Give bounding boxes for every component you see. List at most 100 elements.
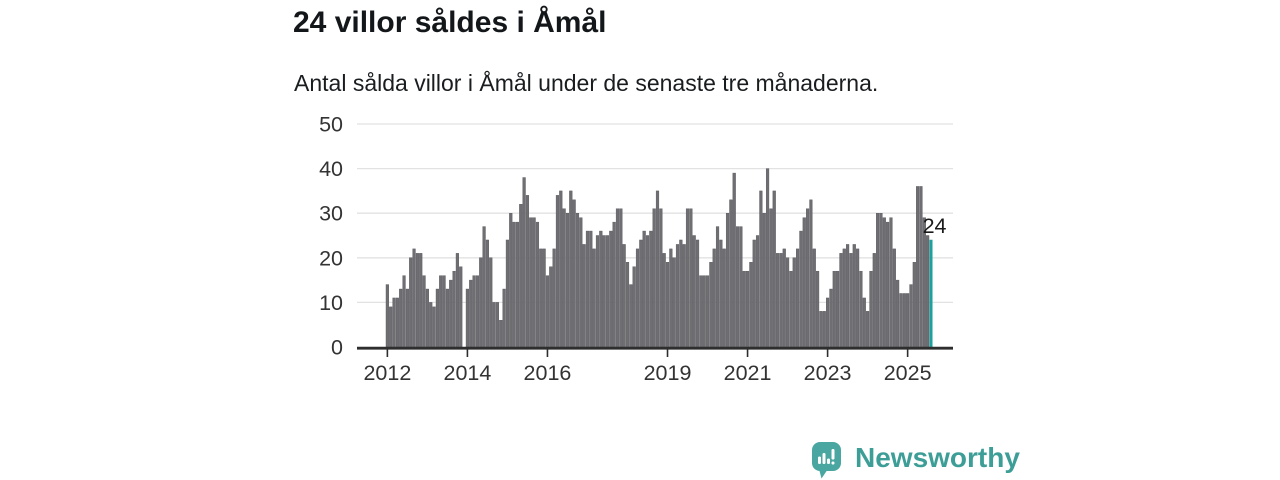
- bar: [472, 275, 476, 348]
- x-tick-label: 2014: [443, 361, 491, 385]
- bar: [782, 248, 786, 348]
- bar: [719, 239, 723, 348]
- bar: [735, 226, 740, 348]
- bar: [415, 253, 419, 348]
- bar: [555, 195, 560, 348]
- bar: [542, 248, 546, 348]
- bar: [699, 275, 703, 348]
- y-tick-label: 10: [319, 291, 343, 315]
- bar: [689, 208, 693, 348]
- newsworthy-logo-icon: [812, 442, 841, 479]
- bar: [739, 226, 743, 348]
- bar: [569, 190, 573, 348]
- bar: [709, 262, 713, 348]
- bar: [572, 199, 576, 348]
- bar: [809, 199, 813, 348]
- bar: [399, 288, 403, 348]
- y-tick-label: 30: [319, 202, 343, 226]
- bar: [562, 208, 566, 348]
- bar: [926, 235, 930, 348]
- bar: [799, 230, 803, 348]
- bar: [465, 288, 469, 348]
- bar: [839, 253, 843, 348]
- bar: [485, 239, 489, 348]
- bar: [886, 221, 890, 348]
- bar: [499, 320, 503, 348]
- bar: [429, 302, 433, 348]
- bar: [846, 244, 850, 348]
- bar: [869, 270, 873, 348]
- bar: [829, 288, 833, 348]
- bar: [632, 266, 636, 348]
- bar: [532, 217, 536, 348]
- bar: [512, 221, 516, 348]
- bar: [552, 248, 556, 348]
- bar: [762, 212, 766, 348]
- x-tick-label: 2016: [524, 361, 572, 385]
- bar: [812, 248, 816, 348]
- x-tick-label: 2012: [363, 361, 411, 385]
- bar: [525, 195, 530, 348]
- bar: [455, 253, 459, 348]
- y-tick-label: 50: [319, 113, 343, 137]
- bar: [732, 172, 736, 348]
- bar: [722, 248, 726, 348]
- bar: [822, 311, 826, 348]
- bar: [786, 257, 790, 348]
- bar: [896, 279, 900, 348]
- bar: [682, 244, 686, 348]
- bar: [769, 208, 773, 348]
- bar: [605, 235, 610, 348]
- bar: [449, 279, 453, 348]
- bar: [565, 212, 570, 348]
- bar: [842, 248, 846, 348]
- bar: [475, 275, 479, 348]
- y-tick-label: 0: [331, 336, 343, 360]
- bar: [702, 275, 706, 348]
- bar: [579, 217, 583, 348]
- bar: [712, 248, 716, 348]
- bar: [695, 239, 700, 348]
- bar: [492, 302, 496, 348]
- bar: [589, 230, 593, 348]
- bar: [836, 270, 840, 348]
- bar: [439, 275, 443, 348]
- bar: [652, 208, 656, 348]
- bar: [559, 190, 563, 348]
- bar: [779, 253, 783, 348]
- bar: [859, 270, 863, 348]
- bar: [582, 244, 586, 348]
- y-tick-label: 20: [319, 246, 343, 270]
- bar: [402, 275, 406, 348]
- bar: [679, 239, 683, 348]
- bar: [876, 212, 880, 348]
- bar: [759, 190, 763, 348]
- bar: [549, 266, 553, 348]
- bar: [879, 212, 883, 348]
- x-tick-label: 2023: [804, 361, 852, 385]
- bar: [602, 235, 606, 348]
- bar: [452, 270, 456, 348]
- bar: [675, 244, 680, 348]
- bar: [445, 288, 449, 348]
- y-tick-label: 40: [319, 157, 343, 181]
- x-tick-label: 2021: [724, 361, 772, 385]
- bar: [592, 248, 596, 348]
- bar: [672, 257, 676, 348]
- bar: [649, 230, 653, 348]
- bar: [419, 253, 423, 348]
- bar: [469, 279, 473, 348]
- newsworthy-branding: Newsworthy: [811, 441, 1020, 480]
- bar: [502, 288, 506, 348]
- bar: [849, 253, 853, 348]
- bar: [389, 306, 393, 348]
- bar: [912, 262, 916, 348]
- bar: [435, 288, 439, 348]
- bar: [725, 212, 730, 348]
- bar: [705, 275, 710, 348]
- bar: [692, 235, 696, 348]
- bar: [545, 275, 550, 348]
- bar: [685, 208, 690, 348]
